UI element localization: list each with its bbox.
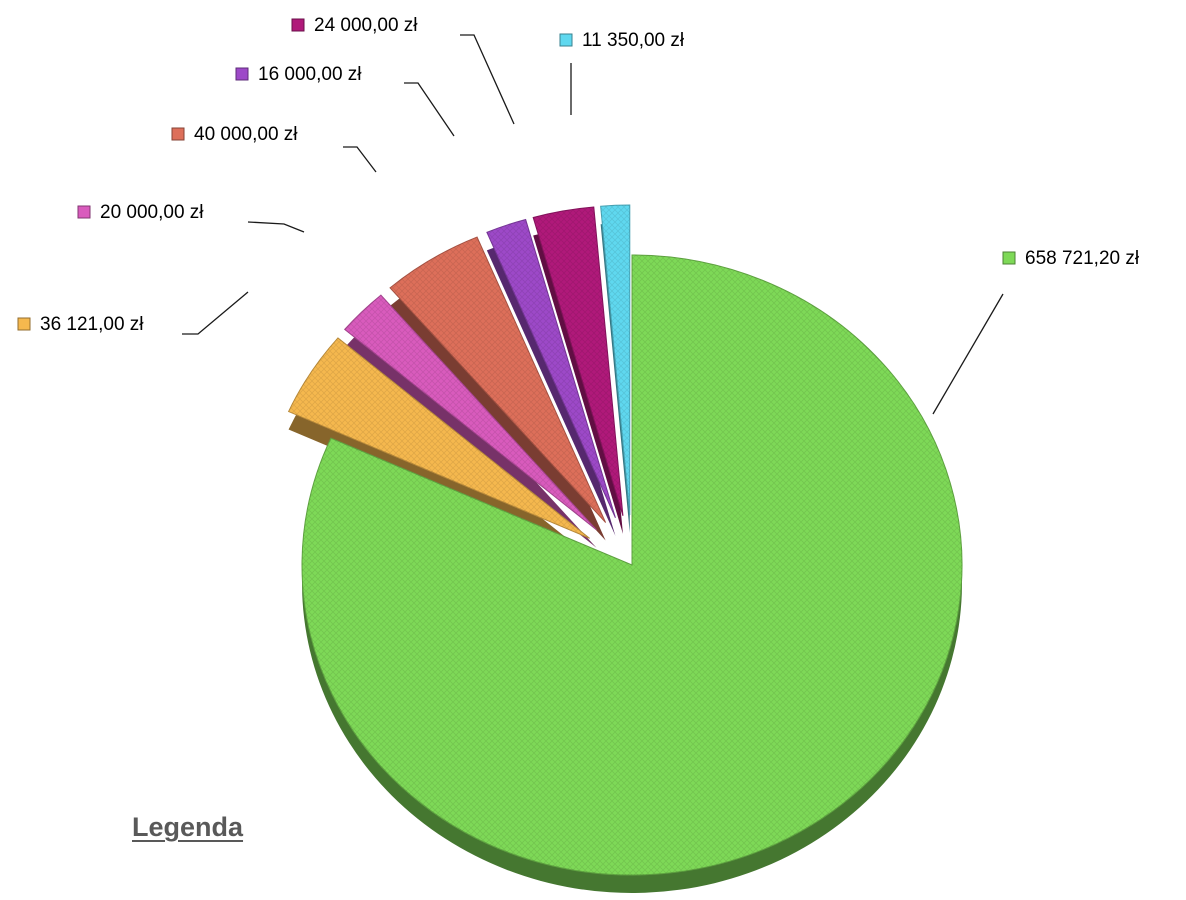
leader-line bbox=[343, 146, 377, 173]
data-label: 24 000,00 zł bbox=[314, 15, 418, 36]
pie-slice-texture bbox=[600, 205, 630, 516]
legend-title: Legenda bbox=[132, 812, 244, 842]
data-label: 11 350,00 zł bbox=[582, 30, 685, 51]
pie-slice-depth bbox=[486, 237, 616, 536]
pie-slice-texture bbox=[288, 337, 590, 539]
data-label: 36 121,00 zł bbox=[40, 314, 144, 335]
data-label-key bbox=[1002, 251, 1016, 265]
leader-line bbox=[182, 291, 249, 335]
data-label-key bbox=[235, 67, 249, 81]
data-label: 16 000,00 zł bbox=[258, 64, 362, 85]
data-label: 658 721,20 zł bbox=[1025, 248, 1140, 269]
leader-line bbox=[404, 82, 455, 137]
data-label: 40 000,00 zł bbox=[194, 124, 298, 145]
data-label-key bbox=[17, 317, 31, 331]
data-label: 20 000,00 zł bbox=[100, 202, 204, 223]
pie-slice-texture bbox=[301, 255, 963, 875]
data-label-key bbox=[77, 205, 91, 219]
data-label-key bbox=[559, 33, 573, 47]
pie-slice-texture bbox=[533, 207, 623, 516]
data-label-key bbox=[171, 127, 185, 141]
leader-line bbox=[460, 34, 515, 125]
pie-slice-texture bbox=[390, 237, 606, 523]
leader-line bbox=[247, 221, 305, 233]
leader-line bbox=[932, 293, 1004, 415]
pie-slice-texture bbox=[486, 219, 616, 518]
pie-slice-texture bbox=[344, 295, 597, 530]
data-label-key bbox=[291, 18, 305, 32]
